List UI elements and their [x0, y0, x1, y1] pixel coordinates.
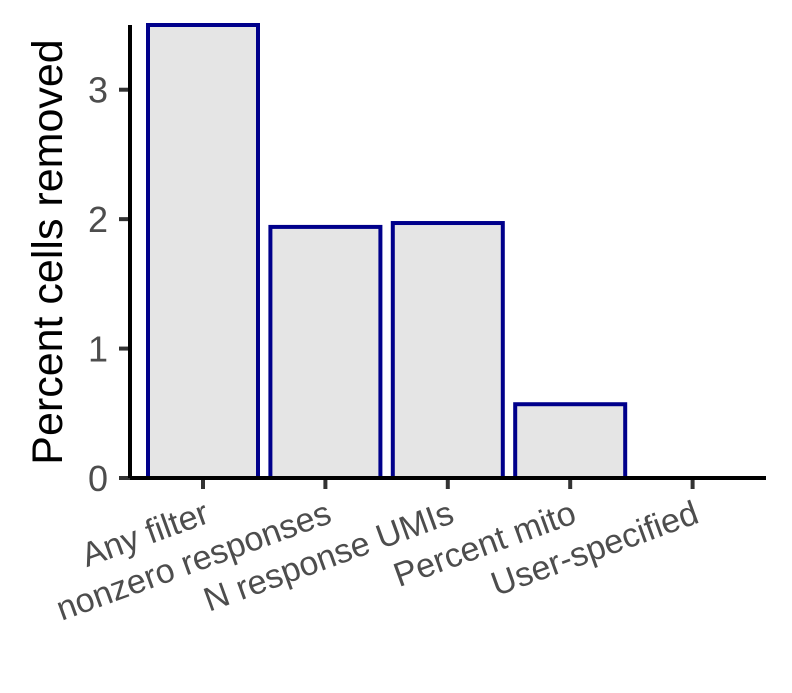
bar-percent-mito [513, 402, 628, 480]
bar-any-filter [146, 23, 260, 480]
y-tick-label: 1 [88, 329, 108, 370]
y-tick-label: 3 [88, 70, 108, 111]
y-axis-tick-labels: 0 1 2 3 [88, 70, 108, 499]
y-tick-label: 2 [88, 199, 108, 240]
bar-nonzero-responses [268, 224, 383, 480]
y-tick-label: 0 [88, 458, 108, 499]
y-axis-title: Percent cells removed [24, 39, 72, 464]
bar-n-response-umis [390, 221, 505, 480]
bars-group [146, 23, 628, 480]
